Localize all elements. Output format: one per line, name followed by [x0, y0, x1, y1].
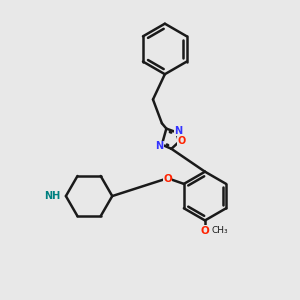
Text: NH: NH: [44, 191, 61, 201]
Text: N: N: [155, 141, 164, 151]
Text: O: O: [163, 174, 172, 184]
Text: O: O: [201, 226, 209, 236]
Text: O: O: [178, 136, 186, 146]
Text: CH₃: CH₃: [212, 226, 228, 235]
Text: N: N: [174, 126, 182, 136]
